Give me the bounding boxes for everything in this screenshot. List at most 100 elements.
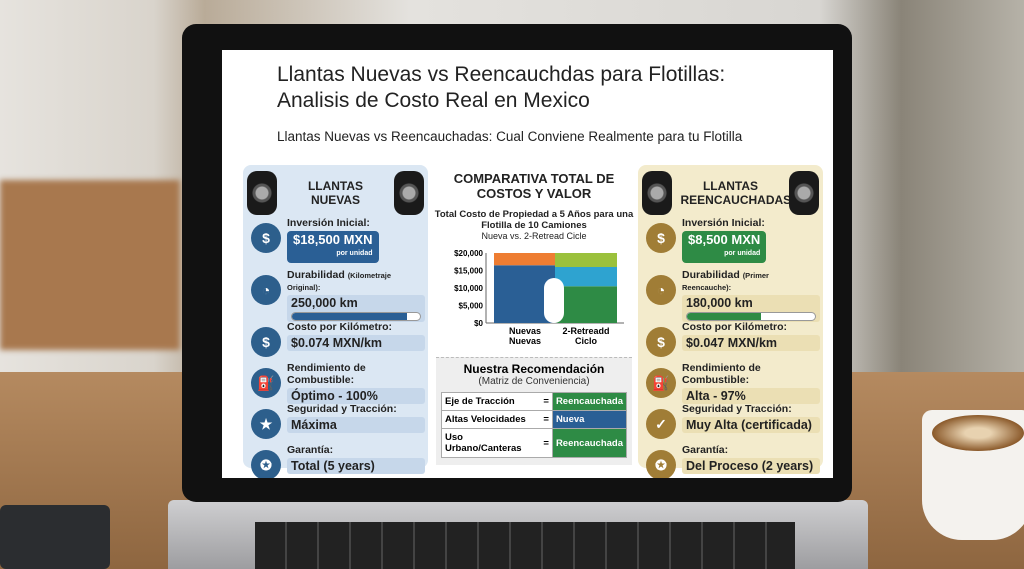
- x-tick-label: Nuevas: [509, 336, 541, 346]
- metric-row: ◔ Durabilidad (Kilometraje Original): 250,…: [247, 269, 425, 322]
- metric-label: Seguridad y Tracción:: [287, 403, 397, 415]
- metric-label: Durabilidad (Primer Reencauche):: [682, 269, 769, 292]
- metric-row: ✪ Garantía: Total (5 years): [247, 444, 425, 478]
- bar-segment: [494, 253, 556, 266]
- recommended-choice: Nueva: [551, 410, 628, 429]
- x-tick-label: 2-Retreadd: [562, 326, 609, 336]
- metric-label: Inversión Inicial:: [682, 217, 765, 229]
- warranty-badge-icon: ✪: [646, 450, 676, 478]
- bar-segment: [555, 286, 617, 323]
- y-tick-label: $0: [474, 319, 483, 328]
- metric-row: $ Costo por Kilómetro: $0.074 MXN/km: [247, 321, 425, 362]
- recommendation-box: Nuestra Recomendación (Matriz de Conveni…: [436, 357, 632, 465]
- bar-segment: [555, 253, 617, 267]
- tire-icon: [247, 171, 277, 215]
- phone: [0, 505, 110, 569]
- use-case: Altas Velocidades: [441, 410, 541, 429]
- page-subtitle: Llantas Nuevas vs Reencauchadas: Cual Co…: [277, 129, 743, 144]
- metric-label: Rendimiento de Combustible:: [287, 362, 366, 386]
- metric-value: Óptimo - 100%: [287, 388, 425, 404]
- metric-label: Seguridad y Tracción:: [682, 403, 792, 415]
- metric-row: $ Inversión Inicial: $8,500 MXN por unidad: [642, 217, 819, 269]
- page-title: Llantas Nuevas vs Reencauchdas para Flot…: [277, 63, 726, 112]
- dollar-coin-icon: $: [646, 327, 676, 357]
- comparison-panel: COMPARATIVA TOTAL DE COSTOS Y VALOR Tota…: [434, 165, 634, 468]
- equals: =: [540, 410, 553, 429]
- coins-icon: $: [251, 223, 281, 253]
- metric-row: $ Inversión Inicial: $18,500 MXN por unidad: [247, 217, 424, 269]
- metric-value: Alta - 97%: [682, 388, 820, 404]
- y-tick-label: $5,000: [459, 302, 484, 311]
- metric-value: $0.074 MXN/km: [287, 335, 425, 351]
- metric-value: Muy Alta (certificada): [682, 417, 820, 433]
- metric-value: $0.047 MXN/km: [682, 335, 820, 351]
- metric-value: Del Proceso (2 years): [682, 458, 820, 474]
- new-tires-panel: LLANTAS NUEVAS $ Inversión Inicial: $18,50…: [243, 165, 428, 478]
- metric-label: Rendimiento de Combustible:: [682, 362, 761, 386]
- laptop-screen: Llantas Nuevas vs Reencauchdas para Flot…: [222, 50, 833, 478]
- metric-row: ★ Seguridad y Tracción: Máxima: [247, 403, 425, 444]
- metric-row: ⛽ Rendimiento de Combustible: Alta - 97%: [642, 362, 820, 404]
- recommendation-subtitle: (Matriz de Conveniencia): [478, 376, 590, 387]
- panel-title: LLANTAS REENCAUCHADAS: [680, 179, 792, 207]
- matrix-row: Eje de Tracción = Reencauchada: [441, 392, 628, 411]
- metric-label: Durabilidad (Kilometraje Original):: [287, 269, 392, 292]
- y-tick-label: $20,000: [454, 249, 483, 258]
- shield-check-icon: ✓: [646, 409, 676, 439]
- cost-chart: $0 $5,000 $10,000 $15,000 $20,000 NuevasNueva…: [454, 249, 624, 346]
- metric-label: Garantía:: [287, 444, 334, 456]
- chart-arch-gap: [544, 278, 564, 323]
- chart-title: Total Costo de Propiedad a 5 Años para u…: [434, 209, 634, 231]
- x-tick-label: Ciclo: [575, 336, 598, 346]
- durability-bar: [291, 312, 421, 321]
- metric-row: $ Costo por Kilómetro: $0.047 MXN/km: [642, 321, 820, 362]
- coins-icon: $: [646, 223, 676, 253]
- fuel-pump-icon: ⛽: [646, 368, 676, 398]
- metric-value: Total (5 years): [287, 458, 425, 474]
- use-case: Uso Urbano/Canteras: [441, 428, 541, 458]
- background-shelf: [0, 180, 180, 350]
- metric-value: 250,000 km: [287, 295, 425, 322]
- fuel-pump-icon: ⛽: [251, 368, 281, 398]
- metric-label: Inversión Inicial:: [287, 217, 370, 229]
- metric-row: ✓ Seguridad y Tracción: Muy Alta (certific…: [642, 403, 820, 444]
- speedometer-icon: ◔: [646, 275, 676, 305]
- metric-row: ◔ Durabilidad (Primer Reencauche): 180,000…: [642, 269, 820, 322]
- dollar-coin-icon: $: [251, 327, 281, 357]
- metric-label: Garantía:: [682, 444, 729, 456]
- retread-tires-panel: LLANTAS REENCAUCHADAS $ Inversión Inicial…: [638, 165, 823, 478]
- metric-value: 180,000 km: [682, 295, 820, 322]
- chart-subtitle: Nueva vs. 2-Retread Cicle: [481, 231, 587, 241]
- y-tick-label: $10,000: [454, 284, 483, 293]
- x-tick-label: Nuevas: [509, 326, 541, 336]
- tire-icon: [394, 171, 424, 215]
- equals: =: [540, 428, 553, 458]
- recommendation-matrix: Eje de Tracción = Reencauchada Altas Veloci…: [441, 392, 628, 458]
- price-badge: $8,500 MXN por unidad: [682, 231, 767, 263]
- recommended-choice: Reencauchada: [551, 428, 628, 458]
- metric-row: ⛽ Rendimiento de Combustible: Óptimo - 100…: [247, 362, 425, 404]
- tire-icon: [789, 171, 819, 215]
- recommendation-title: Nuestra Recomendación: [463, 362, 605, 376]
- y-tick-label: $15,000: [454, 267, 483, 276]
- metric-label: Costo por Kilómetro:: [287, 321, 392, 333]
- comparison-heading: COMPARATIVA TOTAL DE COSTOS Y VALOR: [453, 171, 615, 201]
- shield-star-icon: ★: [251, 409, 281, 439]
- warranty-badge-icon: ✪: [251, 450, 281, 478]
- matrix-row: Altas Velocidades = Nueva: [441, 410, 628, 429]
- metric-label: Costo por Kilómetro:: [682, 321, 787, 333]
- recommended-choice: Reencauchada: [551, 392, 628, 411]
- keyboard: [255, 522, 795, 569]
- use-case: Eje de Tracción: [441, 392, 541, 411]
- bar-segment: [555, 267, 617, 287]
- price-badge: $18,500 MXN por unidad: [287, 231, 379, 263]
- matrix-row: Uso Urbano/Canteras = Reencauchada: [441, 428, 628, 458]
- equals: =: [540, 392, 553, 411]
- durability-bar: [686, 312, 816, 321]
- panel-title: LLANTAS NUEVAS: [307, 179, 364, 207]
- tire-icon: [642, 171, 672, 215]
- metric-row: ✪ Garantía: Del Proceso (2 years): [642, 444, 820, 478]
- speedometer-icon: ◔: [251, 275, 281, 305]
- latte-art: [932, 415, 1024, 451]
- metric-value: Máxima: [287, 417, 425, 433]
